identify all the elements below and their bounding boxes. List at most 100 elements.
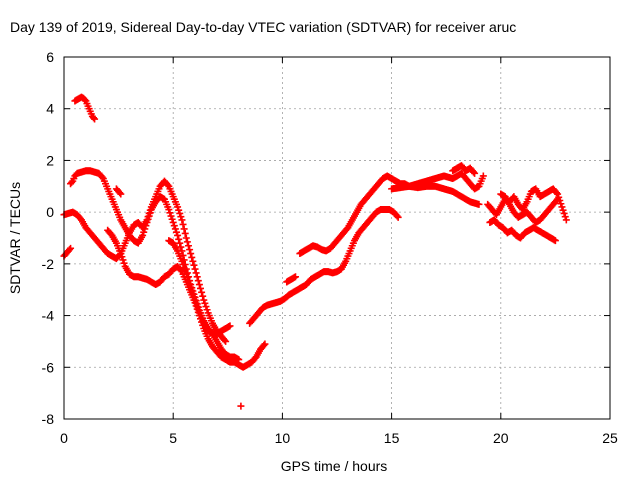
data-point xyxy=(226,322,234,330)
data-point xyxy=(189,257,197,265)
data-points xyxy=(60,93,570,410)
data-point xyxy=(168,215,176,223)
data-point xyxy=(68,178,76,186)
series-arc-o xyxy=(486,216,559,245)
y-tick-label: -4 xyxy=(42,308,55,324)
data-point xyxy=(175,206,183,214)
series-arc-p xyxy=(497,190,562,226)
x-tick-label: 15 xyxy=(384,430,400,446)
data-point xyxy=(186,280,194,288)
data-point xyxy=(222,337,230,345)
data-point xyxy=(198,288,206,296)
data-point xyxy=(179,220,187,228)
data-point xyxy=(183,273,191,281)
data-point xyxy=(174,231,182,239)
x-tick-label: 0 xyxy=(60,430,68,446)
data-point xyxy=(181,229,189,237)
data-point xyxy=(195,281,203,289)
data-point xyxy=(89,114,97,122)
y-tick-label: -6 xyxy=(42,359,55,375)
y-tick-label: -8 xyxy=(42,411,55,427)
data-point xyxy=(183,238,191,246)
data-point xyxy=(178,257,186,265)
data-point xyxy=(190,293,198,301)
data-point xyxy=(180,225,188,233)
data-point xyxy=(98,173,106,181)
plot-frame xyxy=(63,56,611,420)
data-point xyxy=(559,206,567,214)
data-point xyxy=(557,200,565,208)
series-arc-g xyxy=(165,237,234,338)
data-point xyxy=(191,265,199,273)
data-point xyxy=(394,213,402,221)
x-tick-label: 25 xyxy=(602,430,618,446)
data-point xyxy=(261,340,269,348)
series-arc-i xyxy=(246,206,402,327)
data-point xyxy=(552,197,560,205)
data-point xyxy=(260,341,268,349)
data-point xyxy=(190,261,198,269)
y-tick-label: -2 xyxy=(42,256,55,272)
data-point xyxy=(191,296,199,304)
chart-title: Day 139 of 2019, Sidereal Day-to-day VTE… xyxy=(10,19,516,35)
data-point xyxy=(189,290,197,298)
data-point xyxy=(554,195,562,203)
data-point xyxy=(221,336,229,344)
data-point xyxy=(479,172,487,180)
data-point xyxy=(117,190,125,198)
series-arc-l xyxy=(388,182,483,208)
data-point xyxy=(184,242,192,250)
x-axis-label: GPS time / hours xyxy=(281,458,388,474)
data-point xyxy=(118,253,126,261)
data-point xyxy=(192,269,200,277)
data-point xyxy=(193,273,201,281)
data-point xyxy=(167,212,175,220)
data-point xyxy=(475,200,483,208)
data-point xyxy=(166,209,174,217)
data-point xyxy=(558,203,566,211)
data-point xyxy=(471,169,479,177)
data-point xyxy=(194,306,202,314)
data-point xyxy=(116,189,124,197)
data-point xyxy=(171,225,179,233)
data-point xyxy=(551,237,559,245)
data-point xyxy=(187,283,195,291)
series-arc-h xyxy=(237,402,245,410)
data-point xyxy=(560,209,568,217)
series-arc-a xyxy=(60,244,75,260)
axis-ticks: 0 5 10 15 20 25 -8 -6 -4 -2 0 2 4 6 xyxy=(42,49,618,446)
data-point xyxy=(199,292,207,300)
series-arc-k xyxy=(296,169,487,258)
data-point xyxy=(197,284,204,292)
data-point xyxy=(561,213,569,221)
y-tick-label: 0 xyxy=(46,204,54,220)
series-arc-n xyxy=(484,185,570,224)
data-point xyxy=(117,250,125,258)
data-point xyxy=(146,206,154,214)
data-point xyxy=(170,222,178,230)
data-point xyxy=(165,206,173,214)
data-point xyxy=(179,261,187,269)
data-point xyxy=(177,213,185,221)
data-point xyxy=(186,246,194,254)
series-arc-b xyxy=(71,93,99,123)
data-point xyxy=(201,299,209,307)
data-point xyxy=(176,209,184,217)
data-point xyxy=(145,209,153,217)
data-point xyxy=(184,277,192,285)
data-point xyxy=(143,216,151,224)
data-point xyxy=(194,277,202,285)
y-tick-label: 2 xyxy=(46,152,54,168)
data-point xyxy=(192,299,200,307)
data-point xyxy=(182,234,190,242)
data-point xyxy=(172,228,180,236)
data-point xyxy=(176,239,184,247)
data-point xyxy=(169,218,177,226)
data-point xyxy=(164,181,172,189)
data-point xyxy=(175,235,183,243)
series-arc-f xyxy=(112,185,125,198)
data-point xyxy=(393,212,401,220)
data-point xyxy=(174,203,182,211)
data-point xyxy=(203,306,211,314)
